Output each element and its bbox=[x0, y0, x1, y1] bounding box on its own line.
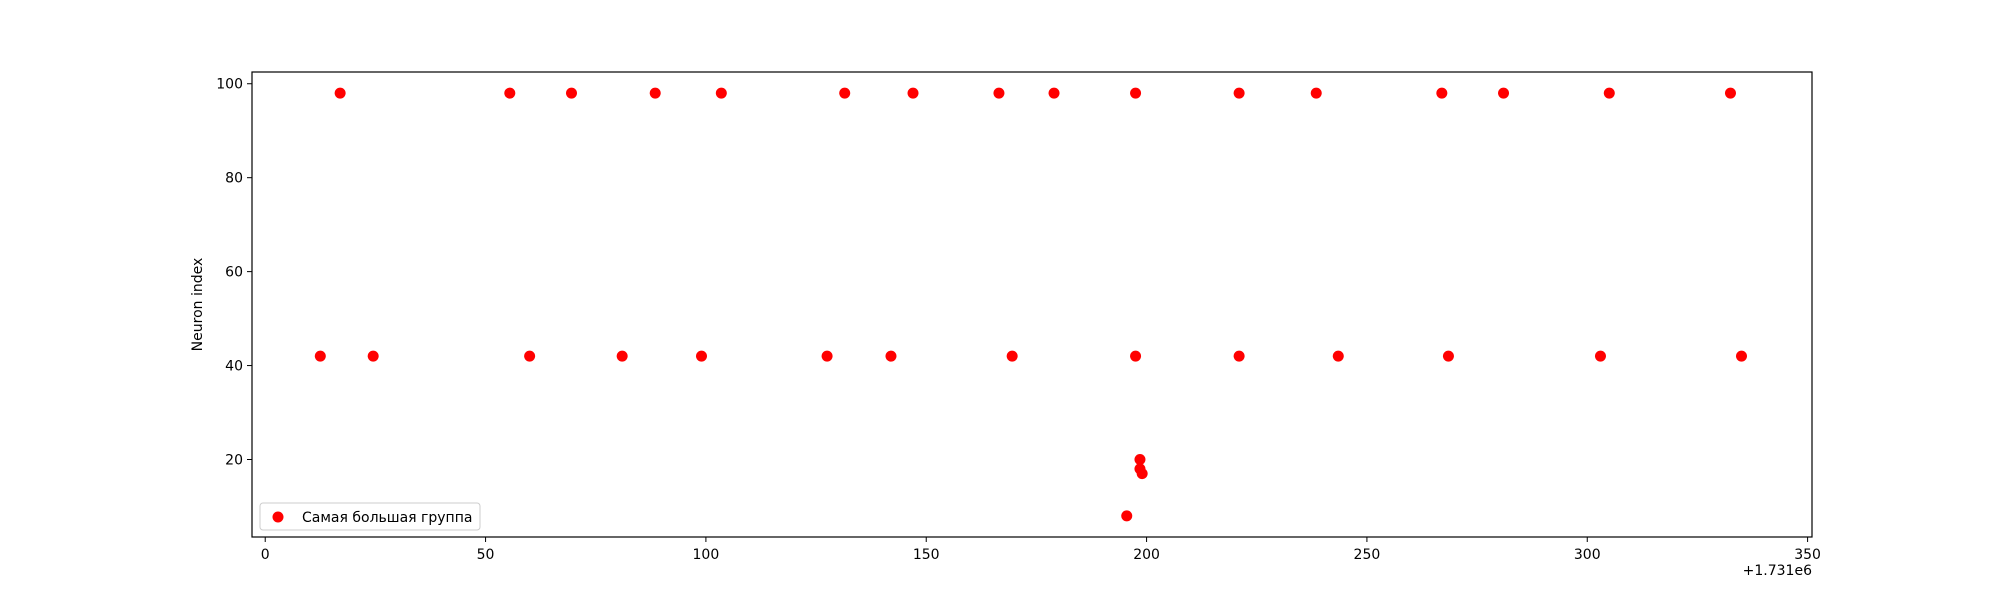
x-tick-label: 50 bbox=[477, 547, 495, 563]
data-point bbox=[1498, 87, 1510, 99]
data-point bbox=[1048, 87, 1060, 99]
y-tick-label: 40 bbox=[225, 359, 243, 375]
y-tick-label: 20 bbox=[225, 453, 243, 469]
data-point bbox=[1603, 87, 1615, 99]
data-point bbox=[616, 350, 628, 362]
plot-area-frame bbox=[251, 71, 1813, 538]
data-point bbox=[885, 350, 897, 362]
data-point bbox=[1130, 87, 1142, 99]
data-point bbox=[1134, 454, 1146, 465]
x-tick-label: 100 bbox=[693, 547, 720, 563]
data-point bbox=[993, 87, 1005, 99]
x-tick-label: 150 bbox=[913, 547, 940, 563]
data-point bbox=[1233, 87, 1245, 99]
data-point bbox=[907, 87, 919, 99]
x-tick-label: 300 bbox=[1574, 547, 1601, 563]
data-point bbox=[367, 350, 379, 362]
data-points bbox=[314, 87, 1747, 522]
data-point bbox=[314, 350, 326, 362]
data-point bbox=[715, 87, 727, 99]
legend-label: Самая большая группа bbox=[302, 510, 472, 526]
data-point bbox=[1594, 350, 1606, 362]
x-axis-offset-label: +1.731e6 bbox=[1743, 563, 1812, 579]
legend-box bbox=[259, 502, 481, 531]
y-axis-label: Neuron index bbox=[190, 258, 206, 352]
data-point bbox=[821, 350, 833, 362]
data-point bbox=[1136, 468, 1148, 480]
data-point bbox=[1436, 87, 1448, 99]
data-point bbox=[334, 87, 346, 99]
x-tick-label: 200 bbox=[1133, 547, 1160, 563]
x-tick-label: 250 bbox=[1354, 547, 1381, 563]
data-point bbox=[1332, 350, 1344, 362]
data-point bbox=[1233, 350, 1245, 362]
data-point bbox=[1735, 350, 1747, 362]
legend-marker bbox=[272, 511, 284, 523]
data-point bbox=[1724, 87, 1736, 99]
y-tick-label: 100 bbox=[216, 77, 243, 93]
axis-ticks: 0 50 100 150 200 250 300 350 20 40 60 80 100 bbox=[216, 77, 1821, 563]
data-point bbox=[1130, 350, 1142, 362]
data-point bbox=[1310, 87, 1322, 99]
legend: Самая большая группа bbox=[259, 502, 481, 531]
data-point bbox=[504, 87, 516, 99]
x-tick-label: 0 bbox=[261, 547, 270, 563]
data-point bbox=[695, 350, 707, 362]
data-point bbox=[649, 87, 661, 99]
data-point bbox=[1442, 350, 1454, 362]
data-point bbox=[1006, 350, 1018, 362]
data-point bbox=[839, 87, 851, 99]
data-point bbox=[1121, 510, 1133, 522]
y-tick-label: 60 bbox=[225, 265, 243, 281]
data-point bbox=[524, 350, 536, 362]
data-point bbox=[565, 87, 577, 99]
y-tick-label: 80 bbox=[225, 171, 243, 187]
x-tick-label: 350 bbox=[1794, 547, 1821, 563]
